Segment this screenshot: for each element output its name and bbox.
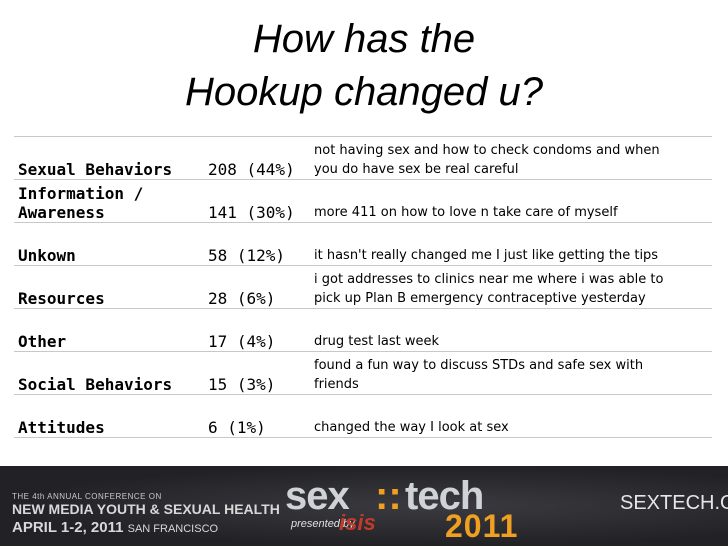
table-row: Other 17 (4%) drug test last week: [14, 308, 712, 352]
example-line: i got addresses to clinics near me where…: [314, 272, 664, 287]
table-row: Social Behaviors 15 (3%) found a fun way…: [14, 351, 712, 395]
example-cell: found a fun way to discuss STDs and safe…: [310, 351, 712, 395]
example-cell: more 411 on how to love n take care of m…: [310, 179, 712, 223]
example-cell: i got addresses to clinics near me where…: [310, 265, 712, 309]
category-cell: Social Behaviors: [14, 351, 204, 395]
conference-city: SAN FRANCISCO: [127, 523, 219, 535]
logo-presented-by: presented by: [291, 518, 355, 530]
count-cell: 58 (12%): [204, 222, 310, 266]
banner-background: [0, 466, 728, 546]
count-cell: 141 (30%): [204, 179, 310, 223]
slide-title-line-2: Hookup changed u?: [184, 70, 544, 114]
count-cell: 6 (1%): [204, 394, 310, 438]
category-line: Awareness: [18, 203, 105, 222]
table-row: Unkown 58 (12%) it hasn't really changed…: [14, 222, 712, 266]
conference-footer-banner: THE 4th ANNUAL CONFERENCE ON NEW MEDIA Y…: [0, 466, 728, 546]
category-cell: Information / Awareness: [14, 179, 204, 223]
example-line: it hasn't really changed me I just like …: [314, 248, 659, 263]
example-line: not having sex and how to check condoms …: [314, 143, 660, 158]
isis-logo: isis: [339, 510, 376, 535]
conference-name-line-1: THE 4th ANNUAL CONFERENCE ON: [12, 492, 162, 501]
example-line: you do have sex be real careful: [314, 162, 519, 177]
category-cell: Sexual Behaviors: [14, 136, 204, 180]
conference-date: APRIL 1-2, 2011: [12, 519, 124, 536]
category-cell: Resources: [14, 265, 204, 309]
count-cell: 15 (3%): [204, 351, 310, 395]
slide-title-line-1: How has the: [252, 17, 476, 61]
sextech-2011-logo: sex :: tech presented by isis 2011: [285, 474, 585, 544]
website-url: SEXTECH.ORG: [620, 492, 728, 514]
count-cell: 28 (6%): [204, 265, 310, 309]
example-line: more 411 on how to love n take care of m…: [314, 205, 618, 220]
category-cell: Other: [14, 308, 204, 352]
example-cell: changed the way I look at sex: [310, 394, 712, 438]
logo-word-sex: sex: [285, 474, 350, 518]
table-row: Information / Awareness 141 (30%) more 41…: [14, 179, 712, 223]
conference-name-line-2: NEW MEDIA YOUTH & SEXUAL HEALTH: [12, 501, 280, 517]
table-row: Sexual Behaviors 208 (44%) not having se…: [14, 136, 712, 180]
logo-word-tech: tech: [405, 474, 484, 518]
category-cell: Unkown: [14, 222, 204, 266]
example-cell: drug test last week: [310, 308, 712, 352]
category-line: Information /: [18, 184, 144, 203]
logo-separator: ::: [375, 474, 402, 518]
example-cell: it hasn't really changed me I just like …: [310, 222, 712, 266]
example-line: pick up Plan B emergency contraceptive y…: [314, 291, 646, 306]
category-cell: Attitudes: [14, 394, 204, 438]
example-line: changed the way I look at sex: [314, 420, 509, 435]
example-line: friends: [314, 377, 359, 392]
table-row: Attitudes 6 (1%) changed the way I look …: [14, 394, 712, 438]
count-cell: 208 (44%): [204, 136, 310, 180]
count-cell: 17 (4%): [204, 308, 310, 352]
conference-date-location: APRIL 1-2, 2011 SAN FRANCISCO: [12, 519, 218, 536]
responses-table: Sexual Behaviors 208 (44%) not having se…: [14, 136, 712, 438]
table-row: Resources 28 (6%) i got addresses to cli…: [14, 265, 712, 309]
example-line: drug test last week: [314, 334, 440, 349]
logo-year: 2011: [445, 508, 519, 544]
example-line: found a fun way to discuss STDs and safe…: [314, 358, 644, 373]
example-cell: not having sex and how to check condoms …: [310, 136, 712, 180]
